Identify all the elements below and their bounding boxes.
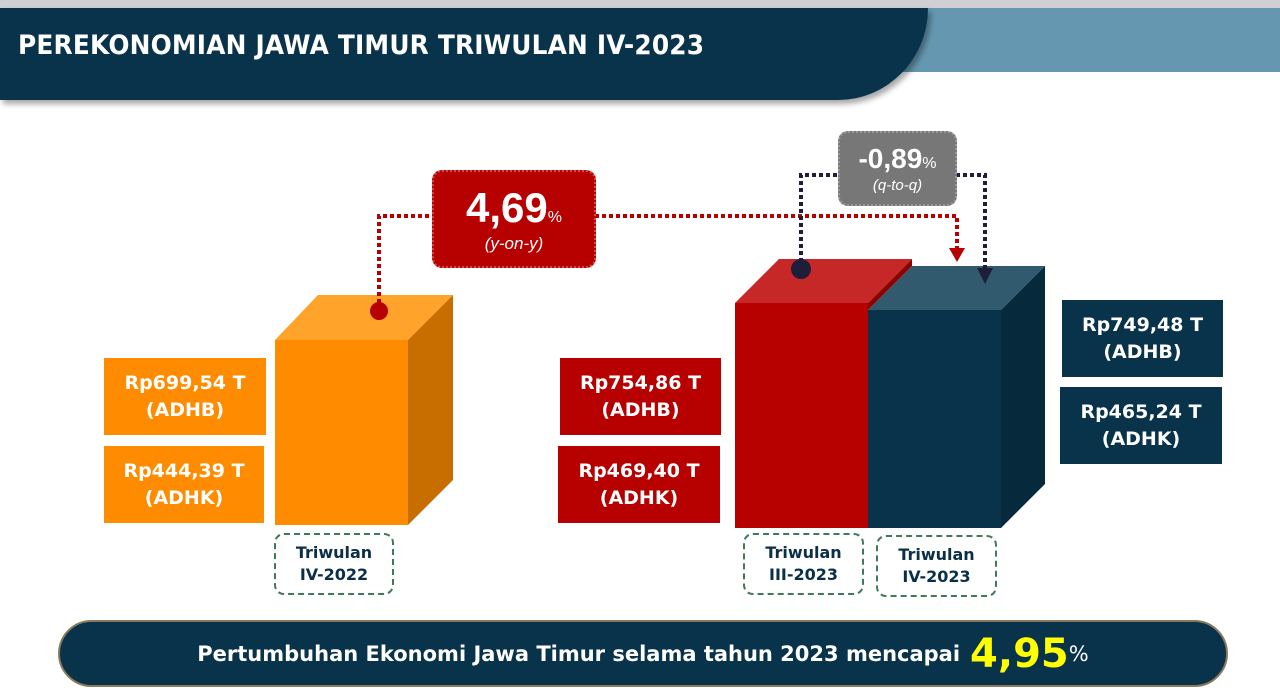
top-strip bbox=[0, 0, 1280, 8]
adhb-label: (ADHB) bbox=[601, 398, 680, 421]
qtq-value: -0,89 bbox=[858, 142, 923, 174]
adhk-label: (ADHK) bbox=[599, 486, 679, 509]
cube-iv-2023 bbox=[868, 266, 1045, 528]
yoy-arrow-icon bbox=[949, 248, 965, 262]
value-box-adhb-iv-2022: Rp699,54 T (ADHB) bbox=[104, 358, 266, 435]
qtq-arrow-icon bbox=[977, 268, 993, 284]
header-banner bbox=[0, 8, 928, 100]
adhk-value: Rp469,40 T bbox=[578, 459, 700, 482]
period-label-line2: IV-2022 bbox=[299, 565, 369, 584]
period-label-line2: IV-2023 bbox=[902, 567, 971, 586]
period-label-iv-2023: Triwulan IV-2023 bbox=[876, 535, 997, 597]
yoy-growth-badge: 4,69% (y-on-y) bbox=[432, 170, 596, 268]
period-label-line1: Triwulan bbox=[898, 545, 975, 564]
adhb-value: Rp749,48 T bbox=[1081, 313, 1204, 336]
cube-iv-2022 bbox=[275, 295, 453, 525]
period-label-line1: Triwulan bbox=[765, 543, 842, 562]
yoy-value: 4,69 bbox=[466, 183, 548, 231]
qtq-growth-badge: -0,89% (q-to-q) bbox=[838, 131, 957, 206]
value-box-adhb-iii-2023: Rp754,86 T (ADHB) bbox=[560, 358, 721, 435]
qtq-label: (q-to-q) bbox=[872, 176, 923, 194]
adhb-value: Rp699,54 T bbox=[124, 371, 246, 394]
adhk-label: (ADHK) bbox=[1101, 427, 1181, 450]
value-box-adhk-iv-2022: Rp444,39 T (ADHK) bbox=[104, 446, 264, 523]
yoy-unit: % bbox=[547, 208, 562, 226]
cube-iii-2023 bbox=[735, 259, 912, 528]
qtq-start-dot bbox=[791, 259, 811, 279]
header-accent-band bbox=[880, 8, 1280, 72]
adhk-value: Rp465,24 T bbox=[1080, 400, 1202, 423]
qtq-connector bbox=[799, 173, 987, 272]
adhb-label: (ADHB) bbox=[1103, 340, 1182, 363]
adhb-label: (ADHB) bbox=[145, 398, 225, 421]
summary-text: Pertumbuhan Ekonomi Jawa Timur selama ta… bbox=[197, 641, 961, 666]
period-label-line1: Triwulan bbox=[295, 543, 373, 562]
summary-growth-unit: % bbox=[1068, 641, 1089, 666]
qtq-unit: % bbox=[922, 154, 937, 172]
value-box-adhk-iii-2023: Rp469,40 T (ADHK) bbox=[558, 446, 720, 523]
adhk-value: Rp444,39 T bbox=[123, 459, 245, 482]
annual-growth-summary: Pertumbuhan Ekonomi Jawa Timur selama ta… bbox=[58, 620, 1228, 687]
value-box-adhk-iv-2023: Rp465,24 T (ADHK) bbox=[1060, 387, 1222, 464]
period-label-line2: III-2023 bbox=[768, 565, 839, 584]
period-label-iv-2022: Triwulan IV-2022 bbox=[274, 533, 394, 595]
value-box-adhb-iv-2023: Rp749,48 T (ADHB) bbox=[1062, 300, 1223, 377]
page-title: PEREKONOMIAN JAWA TIMUR TRIWULAN IV-2023 bbox=[18, 30, 705, 61]
adhk-label: (ADHK) bbox=[144, 486, 224, 509]
adhb-value: Rp754,86 T bbox=[579, 371, 702, 394]
yoy-connector bbox=[377, 214, 959, 310]
yoy-label: (y-on-y) bbox=[484, 233, 544, 253]
period-label-iii-2023: Triwulan III-2023 bbox=[743, 533, 864, 595]
summary-growth-value: 4,95 bbox=[970, 630, 1069, 677]
yoy-start-dot bbox=[370, 302, 388, 320]
